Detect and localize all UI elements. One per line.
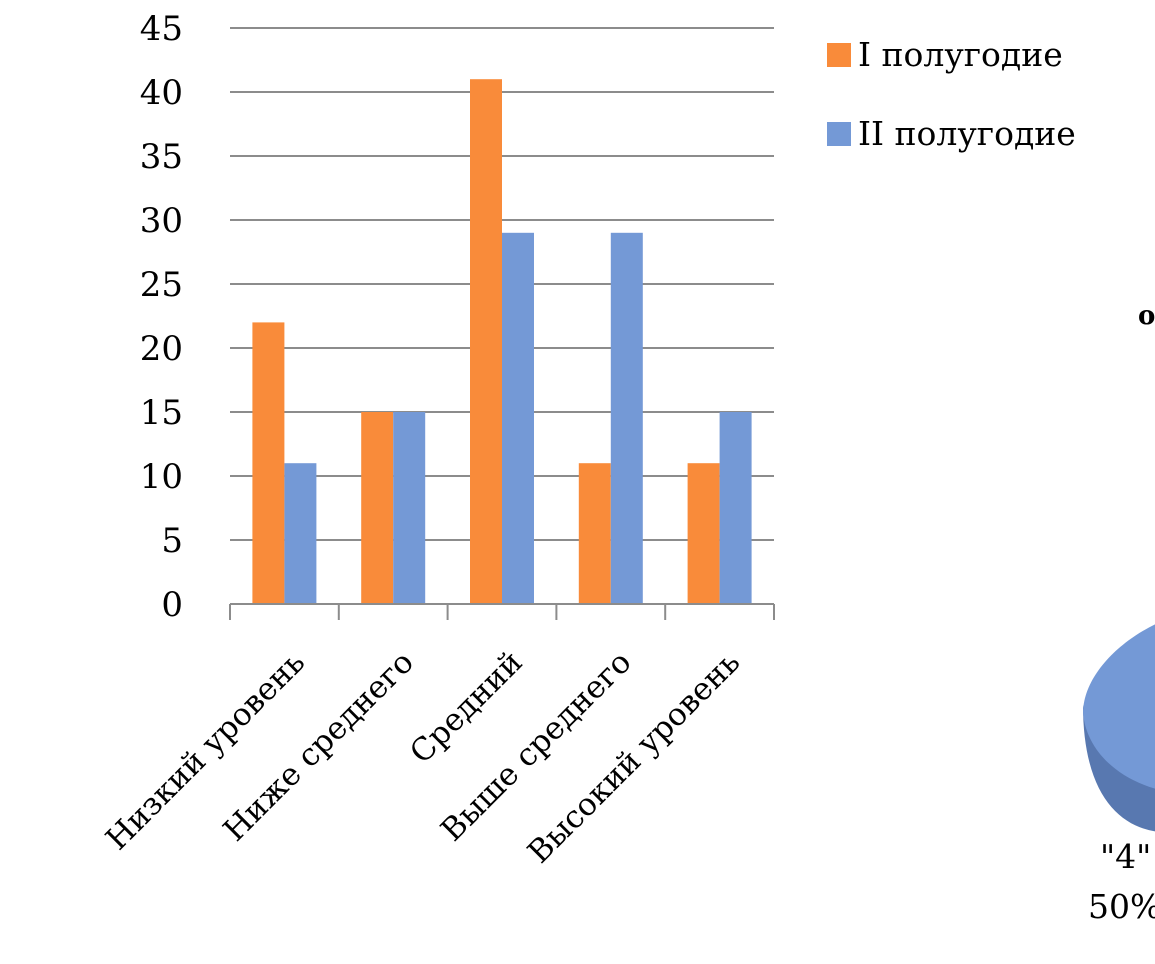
y-tick-label: 30 — [140, 201, 183, 241]
legend-label-series-1: I полугодие — [858, 35, 1063, 74]
y-tick-label: 5 — [161, 521, 183, 561]
bar-series-2 — [393, 412, 426, 604]
y-tick-label: 45 — [140, 9, 183, 49]
bar-series-1 — [470, 79, 502, 604]
pie-data-label-percent: 50% — [1088, 887, 1155, 926]
y-tick-label: 0 — [161, 585, 183, 625]
legend-label-series-2: II полугодие — [858, 114, 1076, 153]
y-axis-tick-labels: 0 5 10 15 20 25 30 35 40 45 — [140, 9, 183, 625]
bar-series-1 — [361, 412, 394, 604]
bar-series-2 — [719, 412, 752, 604]
y-tick-label: 15 — [140, 393, 183, 433]
pie-data-label-category: "4" — [1100, 837, 1151, 876]
y-tick-label: 35 — [140, 137, 183, 177]
x-category-label: Ниже среднего — [217, 644, 421, 848]
pie-title-fragment: о — [1138, 301, 1155, 331]
y-tick-label: 25 — [140, 265, 183, 305]
bar-series-2 — [610, 232, 643, 605]
bar-series-1 — [578, 463, 611, 604]
x-category-label: Низкий уровень — [99, 644, 312, 857]
legend-swatch-series-2 — [827, 122, 851, 146]
y-tick-label: 40 — [140, 73, 183, 113]
bar-series-1 — [687, 463, 720, 604]
x-category-label: Высокий уровень — [521, 644, 747, 870]
legend-swatch-series-1 — [827, 43, 851, 67]
x-axis — [229, 603, 775, 620]
pie-slice-top — [1083, 624, 1155, 789]
bar-series-2 — [284, 463, 317, 604]
bar-series-1 — [252, 322, 285, 604]
pie-chart-fragment: о "4" 50% — [1083, 301, 1155, 926]
legend: I полугодие II полугодие — [827, 35, 1076, 153]
bar-series-2 — [502, 232, 534, 605]
y-tick-label: 20 — [140, 329, 183, 369]
y-tick-label: 10 — [140, 457, 183, 497]
bars — [252, 79, 752, 605]
x-category-label: Выше среднего — [434, 644, 638, 848]
